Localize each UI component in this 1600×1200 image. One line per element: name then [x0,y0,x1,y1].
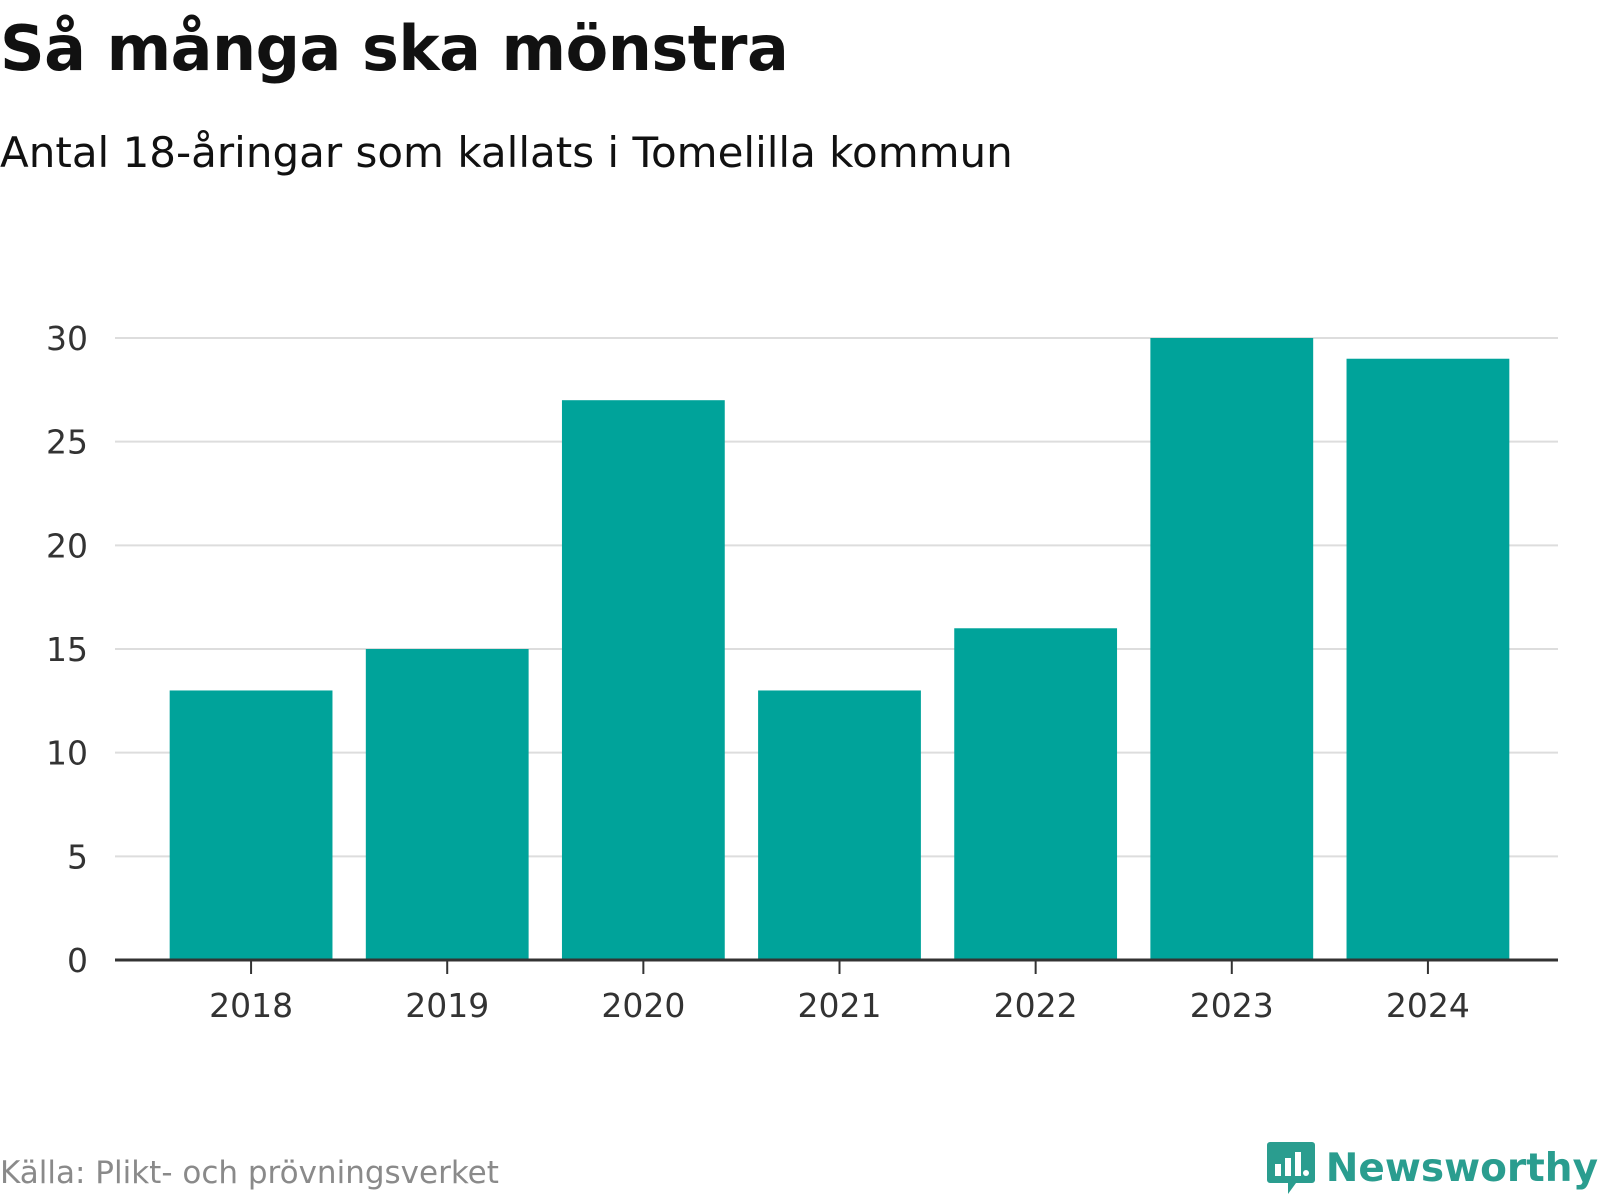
x-tick-label: 2023 [1190,986,1274,1025]
bar-2018 [169,690,333,960]
x-tick-label: 2024 [1386,986,1470,1025]
bar-2022 [954,628,1118,960]
bar-2019 [365,649,529,960]
bar-2024 [1346,358,1510,960]
bar-2020 [561,400,725,960]
brand-logo: Newsworthy [1266,1140,1598,1196]
y-tick-label: 20 [46,526,88,565]
y-tick-label: 15 [46,630,88,669]
source-note: Källa: Plikt- och prövningsverket [0,1155,499,1191]
chart-subtitle: Antal 18-åringar som kallats i Tomelilla… [0,128,1013,177]
y-tick-label: 0 [67,941,88,980]
x-tick-label: 2021 [798,986,882,1025]
x-tick-label: 2018 [209,986,293,1025]
bar-2021 [758,690,921,960]
chart-title: Så många ska mönstra [0,12,789,85]
y-tick-label: 10 [46,734,88,773]
newsworthy-logo-icon [1266,1142,1315,1194]
bar-chart: 0 5 10 15 20 25 30 2018 2019 2020 2021 2022 2023 2024 [46,319,1558,1025]
y-tick-label: 25 [46,423,88,462]
x-tick-label: 2022 [994,986,1078,1025]
x-tick-label: 2019 [405,986,489,1025]
y-tick-label: 30 [46,319,88,358]
brand-name: Newsworthy [1325,1145,1598,1191]
bar-2023 [1150,338,1314,960]
x-tick-label: 2020 [601,986,685,1025]
y-tick-label: 5 [67,837,88,876]
